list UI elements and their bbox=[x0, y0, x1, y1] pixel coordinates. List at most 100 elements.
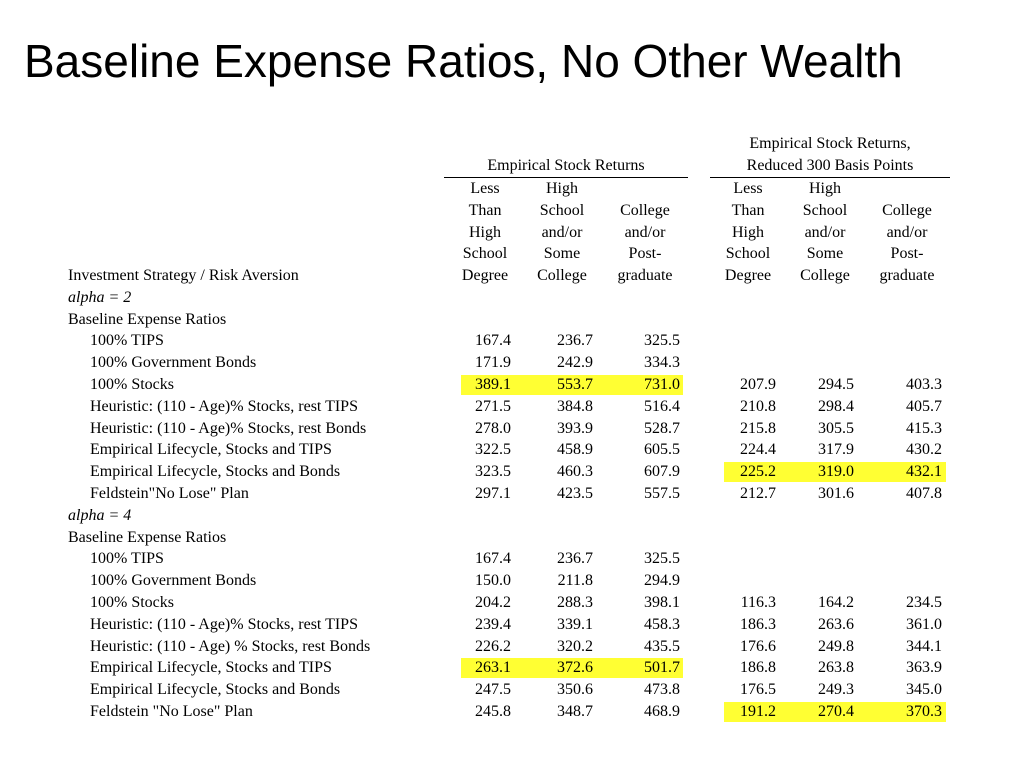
table-cell: 294.5 bbox=[818, 375, 854, 393]
table-row: Baseline Expense Ratios bbox=[0, 309, 1024, 331]
table-cell: 116.3 bbox=[740, 593, 776, 611]
table-cell: 150.0 bbox=[475, 572, 511, 590]
table-cell: 348.7 bbox=[557, 702, 593, 720]
table-cell: 210.8 bbox=[740, 397, 776, 415]
table-cell: 176.6 bbox=[740, 637, 776, 655]
table-cell: 171.9 bbox=[475, 354, 511, 372]
row-label: 100% Government Bonds bbox=[90, 354, 257, 372]
table-cell: 263.1 bbox=[475, 659, 511, 677]
row-label: alpha = 2 bbox=[68, 288, 132, 306]
table-cell: 605.5 bbox=[644, 441, 680, 459]
table-cell: 363.9 bbox=[906, 659, 942, 677]
table-cell: 247.5 bbox=[475, 681, 511, 699]
table-cell: 298.4 bbox=[818, 397, 854, 415]
table-cell: 389.1 bbox=[475, 375, 511, 393]
table-cell: 207.9 bbox=[740, 375, 776, 393]
table-cell: 345.0 bbox=[906, 681, 942, 699]
table-cell: 607.9 bbox=[644, 463, 680, 481]
table-cell: 372.6 bbox=[557, 659, 593, 677]
table-cell: 164.2 bbox=[818, 593, 854, 611]
row-label: alpha = 4 bbox=[68, 506, 132, 524]
table-row: Baseline Expense Ratios bbox=[0, 527, 1024, 549]
table-row: Empirical Lifecycle, Stocks and Bonds 247… bbox=[0, 679, 1024, 701]
table-cell: 239.4 bbox=[475, 615, 511, 633]
group-header-empirical: Empirical Stock Returns bbox=[487, 157, 645, 174]
table-cell: 361.0 bbox=[906, 615, 942, 633]
table-cell: 226.2 bbox=[475, 637, 511, 655]
table-row: alpha = 4 bbox=[0, 505, 1024, 527]
table-cell: 344.1 bbox=[906, 637, 942, 655]
table-row: Heuristic: (110 - Age)% Stocks, rest TIP… bbox=[0, 614, 1024, 636]
row-header-label: Investment Strategy / Risk Aversion bbox=[68, 267, 299, 284]
table-cell: 423.5 bbox=[557, 484, 593, 502]
table-row: Feldstein"No Lose" Plan 297.1 423.5 557.5 21… bbox=[0, 483, 1024, 505]
table-row: 100% TIPS 167.4 236.7 325.5 bbox=[0, 548, 1024, 570]
table-cell: 403.3 bbox=[906, 375, 942, 393]
row-label: 100% Stocks bbox=[90, 593, 174, 611]
table-row: Heuristic: (110 - Age)% Stocks, rest Bon… bbox=[0, 418, 1024, 440]
table-cell: 191.2 bbox=[740, 702, 776, 720]
table-cell: 167.4 bbox=[475, 550, 511, 568]
table-row: Empirical Lifecycle, Stocks and TIPS 263.… bbox=[0, 657, 1024, 679]
row-label: Empirical Lifecycle, Stocks and Bonds bbox=[90, 681, 341, 699]
table-cell: 458.9 bbox=[557, 441, 593, 459]
table-cell: 398.1 bbox=[644, 593, 680, 611]
table-row: Heuristic: (110 - Age)% Stocks, rest TIP… bbox=[0, 396, 1024, 418]
table-cell: 334.3 bbox=[644, 354, 680, 372]
column-header-1: Less Than High School Degree bbox=[461, 180, 509, 285]
table-cell: 393.9 bbox=[557, 419, 593, 437]
table-cell: 249.8 bbox=[818, 637, 854, 655]
row-label: 100% Stocks bbox=[90, 375, 174, 393]
column-header-2: High School and/or Some College bbox=[537, 180, 587, 285]
table-cell: 215.8 bbox=[740, 419, 776, 437]
table-cell: 528.7 bbox=[644, 419, 680, 437]
highlight-band bbox=[461, 374, 683, 395]
table-cell: 325.5 bbox=[644, 332, 680, 350]
table-row: 100% Stocks 204.2 288.3 398.1 116.3 164.2 234.… bbox=[0, 592, 1024, 614]
row-label: Heuristic: (110 - Age) % Stocks, rest Bo… bbox=[90, 637, 371, 655]
column-header-6: College and/or Post- graduate bbox=[879, 201, 935, 285]
table-cell: 320.2 bbox=[557, 637, 593, 655]
table-cell: 407.8 bbox=[906, 484, 942, 502]
table-cell: 460.3 bbox=[557, 463, 593, 481]
table-cell: 557.5 bbox=[644, 484, 680, 502]
table-cell: 325.5 bbox=[644, 550, 680, 568]
table-cell: 435.5 bbox=[644, 637, 680, 655]
table-cell: 384.8 bbox=[557, 397, 593, 415]
data-table: alpha = 2 Baseline Expense Ratios 100% TIP… bbox=[0, 287, 1024, 723]
row-label: 100% Government Bonds bbox=[90, 572, 257, 590]
table-cell: 234.5 bbox=[906, 593, 942, 611]
table-cell: 225.2 bbox=[740, 463, 776, 481]
slide-title: Baseline Expense Ratios, No Other Wealth bbox=[24, 35, 903, 87]
table-row: Empirical Lifecycle, Stocks and TIPS 322.… bbox=[0, 439, 1024, 461]
table-cell: 278.0 bbox=[475, 419, 511, 437]
table-cell: 294.9 bbox=[644, 572, 680, 590]
table-row: 100% Government Bonds 150.0 211.8 294.9 bbox=[0, 570, 1024, 592]
table-cell: 271.5 bbox=[475, 397, 511, 415]
row-label: Feldstein "No Lose" Plan bbox=[90, 702, 253, 720]
group-underline-empirical bbox=[444, 177, 688, 178]
highlight-band bbox=[724, 701, 946, 722]
row-label: Feldstein"No Lose" Plan bbox=[90, 484, 249, 502]
table-cell: 350.6 bbox=[557, 681, 593, 699]
table-cell: 242.9 bbox=[557, 354, 593, 372]
table-cell: 370.3 bbox=[906, 702, 942, 720]
table-cell: 236.7 bbox=[557, 550, 593, 568]
table-cell: 249.3 bbox=[818, 681, 854, 699]
table-row: Heuristic: (110 - Age) % Stocks, rest Bo… bbox=[0, 636, 1024, 658]
table-cell: 297.1 bbox=[475, 484, 511, 502]
table-cell: 473.8 bbox=[644, 681, 680, 699]
table-cell: 236.7 bbox=[557, 332, 593, 350]
row-label: Heuristic: (110 - Age)% Stocks, rest Bon… bbox=[90, 419, 367, 437]
row-label: Heuristic: (110 - Age)% Stocks, rest TIP… bbox=[90, 615, 358, 633]
table-row: Empirical Lifecycle, Stocks and Bonds 323… bbox=[0, 461, 1024, 483]
table-row: 100% Government Bonds 171.9 242.9 334.3 bbox=[0, 352, 1024, 374]
table-cell: 468.9 bbox=[644, 702, 680, 720]
table-cell: 245.8 bbox=[475, 702, 511, 720]
table-cell: 731.0 bbox=[644, 375, 680, 393]
table-cell: 263.8 bbox=[818, 659, 854, 677]
table-row: alpha = 2 bbox=[0, 287, 1024, 309]
row-label: Empirical Lifecycle, Stocks and TIPS bbox=[90, 441, 332, 459]
row-label: 100% TIPS bbox=[90, 332, 164, 350]
highlight-band bbox=[461, 658, 683, 679]
